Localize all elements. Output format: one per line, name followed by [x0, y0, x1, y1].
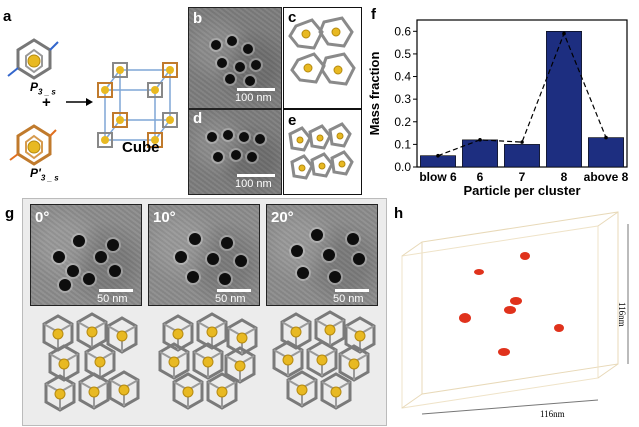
panel-h-label: h: [394, 205, 404, 222]
angle-label-0: 0°: [35, 209, 50, 226]
monomer1-label: P3 _ s: [30, 80, 56, 97]
model-panel-e: [283, 109, 362, 195]
model-10deg-icon: [158, 312, 258, 410]
particle-7: [498, 348, 510, 356]
tem-tile-20deg: 20° 50 nm: [266, 204, 378, 306]
tem-image-d: 100 nm: [188, 109, 282, 195]
tem-tile-0deg: 0° 50 nm: [30, 204, 142, 306]
bar-4: [588, 137, 624, 168]
scale-bar-d: [237, 174, 275, 177]
axis-label-x: 116nm: [540, 409, 565, 419]
panel-g-models: [42, 310, 376, 412]
particle-4: [504, 306, 516, 314]
scale-text-b: 100 nm: [235, 92, 272, 104]
panel-e-label: e: [288, 112, 297, 129]
particle-2: [474, 269, 484, 275]
panel-c-label: c: [288, 9, 297, 26]
particle-5: [459, 313, 471, 323]
particle-3: [510, 297, 522, 305]
monomer2-label: P'3 _ s: [30, 166, 59, 183]
plus-sign: +: [42, 94, 51, 111]
tem-tile-10deg: 10° 50 nm: [148, 204, 260, 306]
panel-a-schematic: [7, 38, 178, 166]
monomer-p3s-prime-icon: [9, 124, 57, 166]
y-tick-label: 0.3: [394, 92, 411, 106]
trend-point-4: [604, 135, 608, 140]
scale-text-g1: 50 nm: [215, 293, 246, 305]
bar-2: [504, 144, 540, 168]
x-tick-label: above 8: [584, 170, 629, 184]
panel-b-label: b: [193, 10, 203, 27]
particle-1: [520, 252, 530, 260]
particle-6: [554, 324, 564, 332]
x-tick-label: 8: [561, 170, 568, 184]
x-axis-title: Particle per cluster: [463, 183, 580, 198]
y-axis-title: Mass fraction: [367, 52, 382, 136]
trend-line: [437, 31, 607, 157]
trend-point-1: [478, 138, 482, 142]
y-tick-label: 0.1: [394, 137, 411, 151]
trend-point-0: [436, 153, 440, 158]
angle-label-20: 20°: [271, 209, 294, 226]
tem-image-b: 100 nm: [188, 7, 282, 109]
panel-a-label: a: [3, 8, 12, 25]
cluster-model-e-icon: [288, 122, 354, 180]
y-tick-label: 0.2: [394, 115, 411, 129]
scale-text-g2: 50 nm: [333, 293, 364, 305]
trend-point-3: [562, 31, 566, 36]
scale-bar-b: [237, 88, 275, 91]
y-tick-label: 0.0: [394, 160, 411, 174]
panel-f-label: f: [371, 6, 376, 23]
bar-3: [546, 31, 582, 168]
monomer-p3s-icon: [7, 38, 59, 80]
panel-d-label: d: [193, 110, 203, 127]
cube-assembly-icon: [97, 62, 178, 148]
panel-g-label: g: [5, 205, 15, 222]
scale-bar-g1: [217, 289, 251, 292]
scale-text-d: 100 nm: [235, 178, 272, 190]
bar-1: [462, 139, 498, 168]
cube-label: Cube: [122, 139, 160, 156]
y-tick-label: 0.4: [394, 70, 411, 84]
y-tick-label: 0.6: [394, 24, 411, 38]
model-20deg-icon: [272, 310, 376, 410]
x-tick-label: blow 6: [419, 170, 457, 184]
x-tick-label: 7: [519, 170, 526, 184]
axis-label-y: 116nm: [617, 302, 627, 327]
x-tick-label: 6: [477, 170, 484, 184]
y-tick-label: 0.5: [394, 47, 411, 61]
scale-bar-g0: [99, 289, 133, 292]
trend-point-2: [520, 140, 524, 144]
angle-label-10: 10°: [153, 209, 176, 226]
volume-render-3d: [401, 211, 629, 415]
mass-fraction-chart: 0.0 0.1 0.2 0.3 0.4 0.5 0.6 blow 6 6 7 8 above 8 Par…: [367, 19, 629, 198]
scale-text-g0: 50 nm: [97, 293, 128, 305]
cluster-model-c-icon: [288, 16, 356, 86]
model-0deg-icon: [42, 312, 140, 412]
scale-bar-g2: [335, 289, 369, 292]
model-panel-c: [283, 7, 362, 109]
